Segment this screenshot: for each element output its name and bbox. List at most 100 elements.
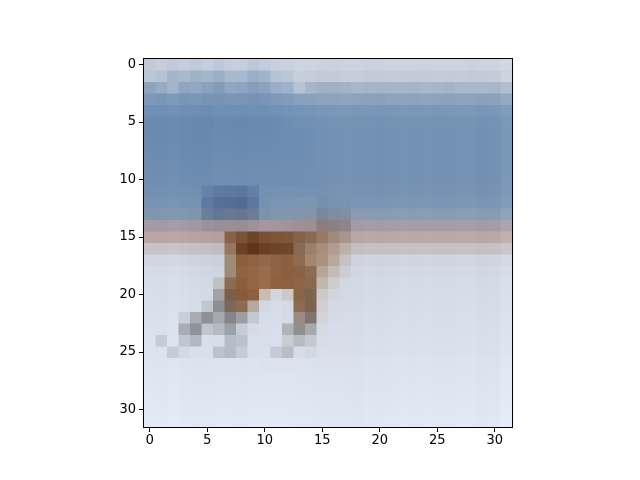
pixel (293, 185, 306, 198)
pixel (408, 116, 421, 129)
pixel (282, 335, 294, 347)
pixel (224, 105, 237, 117)
pixel (420, 369, 432, 382)
pixel (178, 369, 191, 382)
pixel (443, 346, 455, 359)
pixel (351, 300, 363, 313)
pixel (282, 381, 294, 393)
pixel (155, 208, 168, 221)
pixel (420, 197, 432, 209)
pixel (420, 312, 432, 324)
pixel (443, 208, 455, 221)
pixel (489, 93, 501, 106)
pixel (362, 243, 375, 255)
pixel (500, 174, 512, 186)
pixel (339, 358, 352, 370)
pixel (316, 151, 329, 163)
pixel (454, 266, 467, 278)
pixel (144, 116, 156, 129)
pixel (178, 312, 191, 324)
pixel (477, 116, 490, 129)
pixel (305, 105, 317, 117)
pixel (155, 185, 168, 198)
pixel (155, 289, 168, 301)
pixel (155, 151, 168, 163)
pixel (420, 116, 432, 129)
pixel (500, 346, 512, 359)
pixel (466, 358, 478, 370)
pixel (420, 266, 432, 278)
pixel (408, 254, 421, 267)
pixel (420, 404, 432, 416)
pixel (293, 415, 306, 427)
pixel (454, 128, 467, 140)
pixel (408, 208, 421, 221)
pixel (385, 185, 398, 198)
pixel (431, 197, 444, 209)
pixel (420, 289, 432, 301)
pixel (385, 174, 398, 186)
x-tick-label: 25 (428, 433, 446, 448)
pixel (477, 105, 490, 117)
pixel (201, 185, 214, 198)
pixel (293, 151, 306, 163)
pixel (489, 346, 501, 359)
pixel (397, 93, 409, 106)
pixel (431, 323, 444, 336)
pixel (431, 289, 444, 301)
pixel (397, 300, 409, 313)
pixel (339, 82, 352, 94)
pixel (397, 151, 409, 163)
pixel (443, 151, 455, 163)
pixel (293, 300, 306, 313)
pixel (362, 254, 375, 267)
pixel (466, 369, 478, 382)
pixel (454, 277, 467, 290)
pixel (190, 335, 202, 347)
pixel (339, 139, 352, 152)
pixel (328, 151, 340, 163)
pixel (420, 162, 432, 175)
pixel (420, 93, 432, 106)
pixel (236, 220, 248, 232)
y-tick-mark (139, 121, 143, 123)
pixel (224, 358, 237, 370)
pixel (224, 266, 237, 278)
pixel (247, 59, 260, 71)
pixel (282, 277, 294, 290)
pixel (500, 369, 512, 382)
pixel (466, 312, 478, 324)
pixel (201, 128, 214, 140)
pixel (374, 231, 386, 244)
pixel (420, 335, 432, 347)
pixel (259, 70, 271, 83)
pixel (305, 208, 317, 221)
pixel (201, 208, 214, 221)
pixel (259, 404, 271, 416)
pixel (443, 404, 455, 416)
pixel (477, 289, 490, 301)
pixel (167, 231, 179, 244)
pixel (431, 369, 444, 382)
pixel (167, 105, 179, 117)
pixel (144, 105, 156, 117)
pixel (305, 116, 317, 129)
pixel (236, 312, 248, 324)
pixel (201, 369, 214, 382)
pixel (420, 185, 432, 198)
pixel (305, 185, 317, 198)
pixel (259, 300, 271, 313)
pixel (259, 381, 271, 393)
pixel (167, 139, 179, 152)
pixel (270, 254, 283, 267)
pixel (190, 59, 202, 71)
pixel (178, 404, 191, 416)
pixel (305, 404, 317, 416)
pixel (282, 231, 294, 244)
pixel (224, 185, 237, 198)
pixel (305, 82, 317, 94)
pixel (385, 208, 398, 221)
pixel (489, 162, 501, 175)
pixel (351, 335, 363, 347)
pixel (362, 82, 375, 94)
